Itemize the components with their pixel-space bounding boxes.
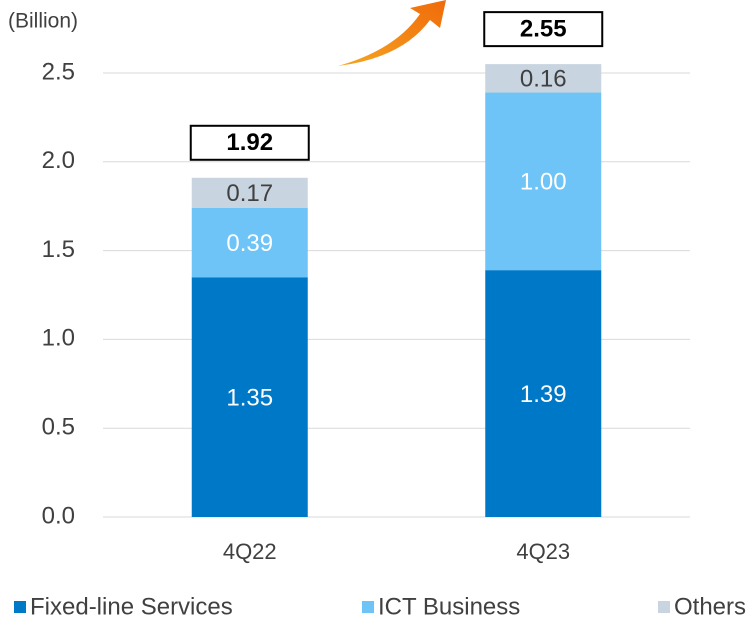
x-tick-label: 4Q23 bbox=[516, 539, 570, 564]
data-label: 0.16 bbox=[520, 66, 567, 93]
bar-segment bbox=[485, 64, 602, 93]
total-box bbox=[483, 11, 604, 48]
legend-label: ICT Business bbox=[378, 593, 520, 620]
x-tick-label: 4Q22 bbox=[223, 539, 277, 564]
bar-segment bbox=[191, 207, 308, 278]
y-tick-label: 2.5 bbox=[42, 58, 75, 85]
legend-swatch bbox=[658, 601, 670, 613]
data-label: 1.00 bbox=[520, 169, 567, 196]
y-tick-label: 0.0 bbox=[42, 502, 75, 529]
legend-label: Fixed-line Services bbox=[30, 593, 233, 620]
bar-segment bbox=[191, 277, 308, 517]
total-box bbox=[189, 124, 310, 161]
total-label: 1.92 bbox=[226, 129, 273, 156]
y-tick-label: 1.5 bbox=[42, 236, 75, 263]
legend-swatch bbox=[362, 601, 374, 613]
legend-swatch bbox=[14, 601, 26, 613]
legend-label: Others bbox=[674, 593, 746, 620]
data-label: 0.17 bbox=[226, 180, 273, 207]
bar-segment bbox=[191, 177, 308, 208]
data-label: 1.35 bbox=[226, 384, 273, 411]
bar-segment bbox=[485, 92, 602, 271]
y-axis-label: (Billion) bbox=[8, 10, 78, 33]
data-label: 1.39 bbox=[520, 381, 567, 408]
y-tick-label: 2.0 bbox=[42, 147, 75, 174]
y-tick-label: 1.0 bbox=[42, 325, 75, 352]
bar-segment bbox=[485, 270, 602, 517]
total-label: 2.55 bbox=[520, 15, 567, 42]
y-tick-label: 0.5 bbox=[42, 414, 75, 441]
growth-arrow bbox=[338, 0, 446, 66]
data-label: 0.39 bbox=[226, 230, 273, 257]
